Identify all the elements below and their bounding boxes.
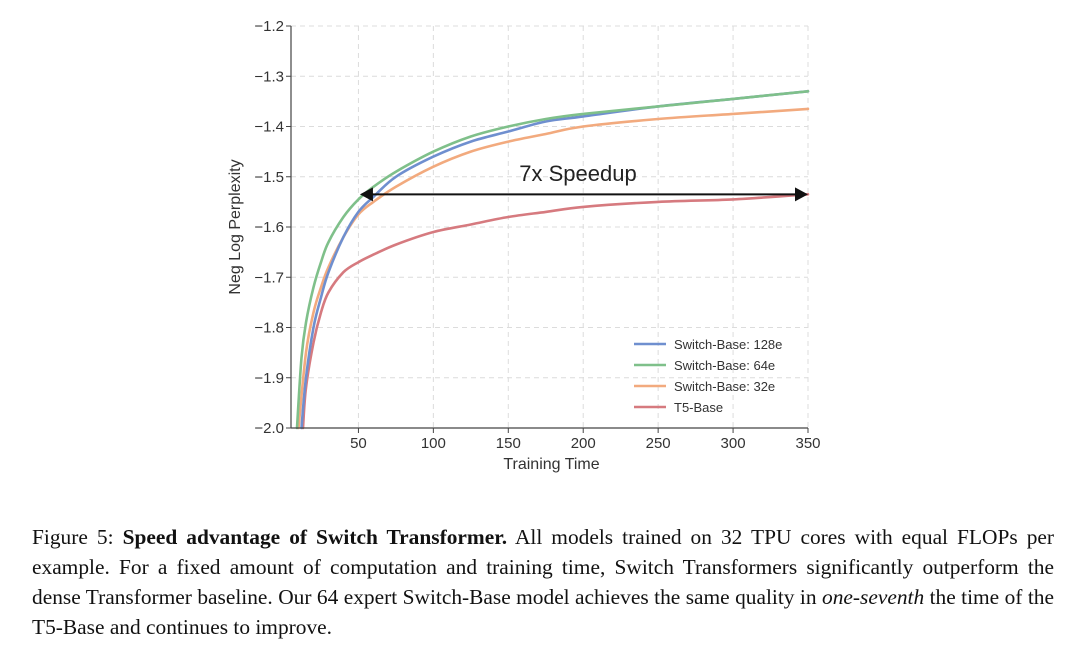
- x-tick-label: 250: [646, 435, 671, 452]
- x-axis-label: Training Time: [503, 456, 599, 473]
- arrow-head-left: [359, 187, 373, 202]
- tick-labels: 50 100 150 200 250 300 350 −2.0 −1.9 −1.8 −1.7 −1.6…: [254, 18, 820, 452]
- caption-italic: one-seventh: [822, 585, 925, 609]
- x-tick-label: 50: [350, 435, 367, 452]
- legend-label: T5-Base: [674, 400, 723, 415]
- legend-label: Switch-Base: 32e: [674, 379, 775, 394]
- y-tick-label: −1.9: [254, 370, 284, 387]
- x-tick-label: 350: [795, 435, 820, 452]
- speedup-annotation: 7x Speedup: [359, 161, 808, 202]
- chart-legend: Switch-Base: 128e Switch-Base: 64e Switch-…: [634, 337, 782, 415]
- caption-body-end: the time of the T5-Base and continues to…: [32, 585, 1054, 639]
- x-tick-label: 100: [421, 435, 446, 452]
- chart-axes: [286, 25, 809, 433]
- figure-caption: Figure 5: Speed advantage of Switch Tran…: [32, 522, 1054, 642]
- y-tick-label: −1.3: [254, 68, 284, 85]
- legend-label: Switch-Base: 128e: [674, 337, 782, 352]
- arrow-head-right: [795, 187, 808, 202]
- caption-prefix: Figure 5:: [32, 525, 123, 549]
- y-tick-label: −1.4: [254, 119, 284, 136]
- y-tick-label: −1.7: [254, 269, 284, 286]
- legend-label: Switch-Base: 64e: [674, 358, 775, 373]
- x-tick-label: 300: [721, 435, 746, 452]
- y-tick-label: −1.8: [254, 320, 284, 337]
- series-line-switch-base-32e: [297, 107, 810, 430]
- series-line-switch-base-64e: [295, 90, 810, 430]
- caption-bold-title: Speed advantage of Switch Transformer.: [122, 525, 508, 549]
- y-tick-label: −1.6: [254, 219, 284, 236]
- y-tick-label: −1.2: [254, 18, 284, 35]
- chart-grid: [291, 25, 809, 429]
- x-tick-label: 200: [571, 435, 596, 452]
- caption-body: All models trained on 32 TPU cores with …: [32, 525, 1055, 609]
- x-tick-label: 150: [496, 435, 521, 452]
- series-lines: [295, 90, 810, 430]
- series-line-t5-base: [301, 193, 810, 430]
- y-tick-label: −1.5: [254, 169, 284, 186]
- y-tick-label: −2.0: [254, 420, 284, 437]
- y-axis-label: Neg Log Perplexity: [227, 159, 244, 294]
- speedup-label: 7x Speedup: [519, 161, 636, 186]
- chart-figure: 50 100 150 200 250 300 350 −2.0 −1.9 −1.8 −1.7 −1.6…: [227, 18, 821, 473]
